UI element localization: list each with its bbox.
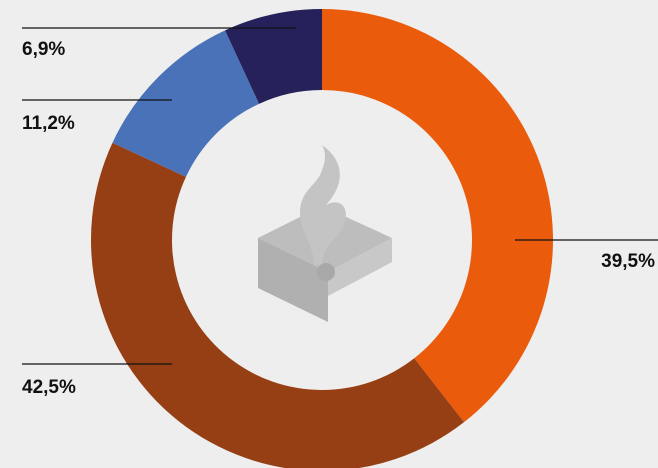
slice (112, 30, 260, 177)
data-label: 42,5% (22, 377, 76, 398)
slice (90, 142, 465, 468)
data-label: 11,2% (22, 113, 75, 134)
slice (322, 9, 553, 423)
slice (225, 9, 322, 104)
logo (258, 145, 392, 322)
data-label: 39,5% (601, 251, 655, 272)
data-label: 6,9% (22, 39, 65, 60)
slices (90, 9, 553, 468)
